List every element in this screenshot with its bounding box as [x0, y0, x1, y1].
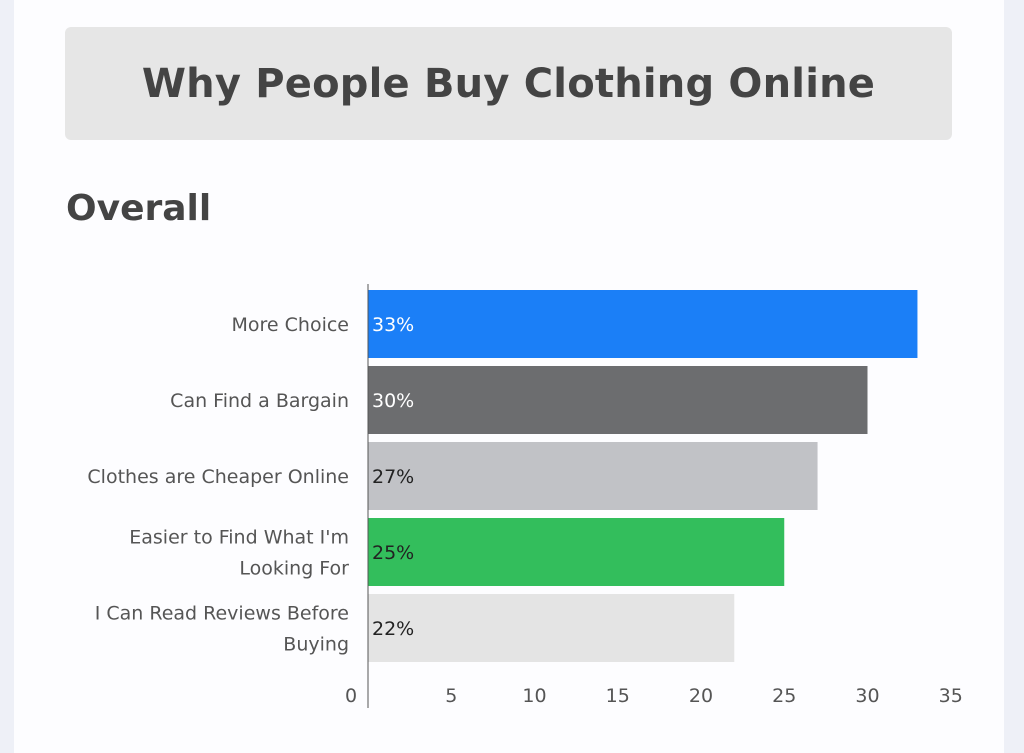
category-label-4-line-0: I Can Read Reviews Before [95, 603, 349, 625]
x-tick-label-5: 25 [772, 685, 796, 707]
data-label-4: 22% [372, 618, 414, 640]
category-label-2: Clothes are Cheaper Online [87, 466, 349, 488]
bar-1 [368, 366, 868, 434]
category-label-3-line-1: Looking For [239, 558, 349, 580]
x-tick-label-4: 20 [689, 685, 713, 707]
x-tick-label-3: 15 [606, 685, 630, 707]
x-tick-label-1: 5 [445, 685, 457, 707]
x-tick-label-7: 35 [939, 685, 963, 707]
bar-0 [368, 290, 918, 358]
x-tick-label-0: 0 [345, 685, 357, 707]
bar-4 [368, 594, 735, 662]
category-label-1: Can Find a Bargain [170, 390, 349, 412]
category-label-4-line-1: Buying [283, 634, 349, 656]
data-label-3: 25% [372, 542, 414, 564]
data-label-1: 30% [372, 390, 414, 412]
bar-3 [368, 518, 785, 586]
category-label-0: More Choice [232, 314, 350, 336]
section-title: Overall [66, 188, 212, 229]
title-banner: Why People Buy Clothing Online [65, 27, 952, 140]
data-label-0: 33% [372, 314, 414, 336]
x-tick-label-6: 30 [855, 685, 879, 707]
page-title: Why People Buy Clothing Online [141, 60, 876, 107]
category-label-3-line-0: Easier to Find What I'm [129, 527, 349, 549]
data-label-2: 27% [372, 466, 414, 488]
bar-2 [368, 442, 818, 510]
x-tick-label-2: 10 [522, 685, 546, 707]
